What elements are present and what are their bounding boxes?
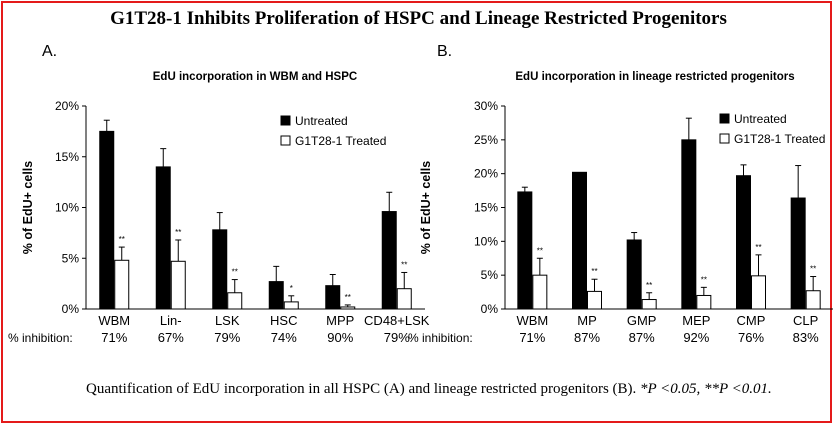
y-tick-label: 20% — [55, 99, 79, 113]
inhibition-value: 71% — [101, 330, 127, 345]
bar-treated — [751, 275, 766, 310]
y-tick-label: 10% — [55, 201, 79, 215]
category-label: Lin- — [160, 313, 182, 328]
inhibition-row-label: % inhibition: — [8, 331, 73, 345]
category-label: HSC — [270, 313, 297, 328]
category-label: MP — [577, 313, 597, 328]
category-label: WBM — [98, 313, 130, 328]
significance-label: ** — [591, 267, 597, 276]
significance-label: ** — [701, 275, 707, 284]
legend-label: Untreated — [734, 112, 787, 126]
category-label: GMP — [627, 313, 657, 328]
inhibition-value: 67% — [158, 330, 184, 345]
legend-swatch — [719, 113, 730, 124]
category-label: MEP — [682, 313, 710, 328]
category-label: WBM — [516, 313, 548, 328]
figure-caption: Quantification of EdU incorporation in a… — [86, 380, 806, 399]
y-tick-label: 20% — [474, 167, 498, 181]
inhibition-value: 79% — [384, 330, 410, 345]
inhibition-value: 83% — [793, 330, 819, 345]
y-tick-label: 15% — [474, 201, 498, 215]
inhibition-value: 71% — [519, 330, 545, 345]
bar-treated — [696, 294, 712, 310]
legend-label: G1T28-1 Treated — [734, 132, 825, 146]
inhibition-value: 92% — [683, 330, 709, 345]
significance-label: ** — [810, 265, 816, 274]
category-label: CMP — [737, 313, 766, 328]
legend-label: Untreated — [295, 114, 348, 128]
inhibition-value: 87% — [574, 330, 600, 345]
bar-treated — [641, 299, 657, 310]
significance-label: ** — [232, 268, 238, 277]
inhibition-value: 74% — [271, 330, 297, 345]
bar-treated — [587, 290, 602, 310]
y-axis-label: % of EdU+ cells — [419, 161, 433, 254]
significance-label: * — [290, 284, 293, 293]
legend-label: G1T28-1 Treated — [295, 134, 386, 148]
y-tick-label: 15% — [55, 150, 79, 164]
significance-label: ** — [401, 260, 407, 269]
bar-untreated — [572, 171, 587, 310]
bar-treated — [532, 274, 548, 310]
significance-label: ** — [646, 281, 652, 290]
y-tick-label: 5% — [62, 251, 80, 265]
inhibition-value: 90% — [327, 330, 353, 345]
y-tick-label: 10% — [474, 234, 498, 248]
significance-label: ** — [755, 243, 761, 252]
y-tick-label: 0% — [481, 302, 499, 316]
figure-title: G1T28-1 Inhibits Proliferation of HSPC a… — [110, 8, 727, 29]
category-label: CLP — [793, 313, 818, 328]
panel-b-letter: B. — [437, 43, 453, 60]
y-tick-label: 30% — [474, 99, 498, 113]
category-label: LSK — [215, 313, 240, 328]
bar-untreated — [790, 197, 806, 310]
y-tick-label: 25% — [474, 133, 498, 147]
significance-label: ** — [175, 228, 181, 237]
bar-untreated — [626, 239, 642, 310]
bar-untreated — [517, 191, 533, 310]
bar-untreated — [736, 175, 751, 310]
significance-label: ** — [345, 293, 351, 302]
bar-treated — [805, 290, 821, 310]
legend-swatch — [280, 135, 291, 146]
chart-title: EdU incorporation in lineage restricted … — [515, 71, 794, 83]
y-axis-label: % of EdU+ cells — [21, 161, 35, 254]
inhibition-value: 87% — [629, 330, 655, 345]
significance-label: ** — [537, 246, 543, 255]
chart-title: EdU incorporation in WBM and HSPC — [153, 71, 357, 83]
caption-text: Quantification of EdU incorporation in a… — [86, 381, 641, 397]
y-tick-label: 0% — [62, 302, 80, 316]
legend-swatch — [280, 115, 291, 126]
significance-label: ** — [119, 235, 125, 244]
category-label: CD48+LSK — [364, 313, 430, 328]
category-label: MPP — [326, 313, 354, 328]
inhibition-value: 79% — [214, 330, 240, 345]
caption-stats: *P <0.05, **P <0.01. — [640, 381, 772, 397]
y-tick-label: 5% — [481, 268, 499, 282]
bar-untreated — [681, 139, 697, 310]
inhibition-row-label: % inhibition: — [408, 331, 473, 345]
inhibition-value: 76% — [738, 330, 764, 345]
legend-swatch — [719, 133, 730, 144]
panel-a-letter: A. — [42, 43, 58, 60]
